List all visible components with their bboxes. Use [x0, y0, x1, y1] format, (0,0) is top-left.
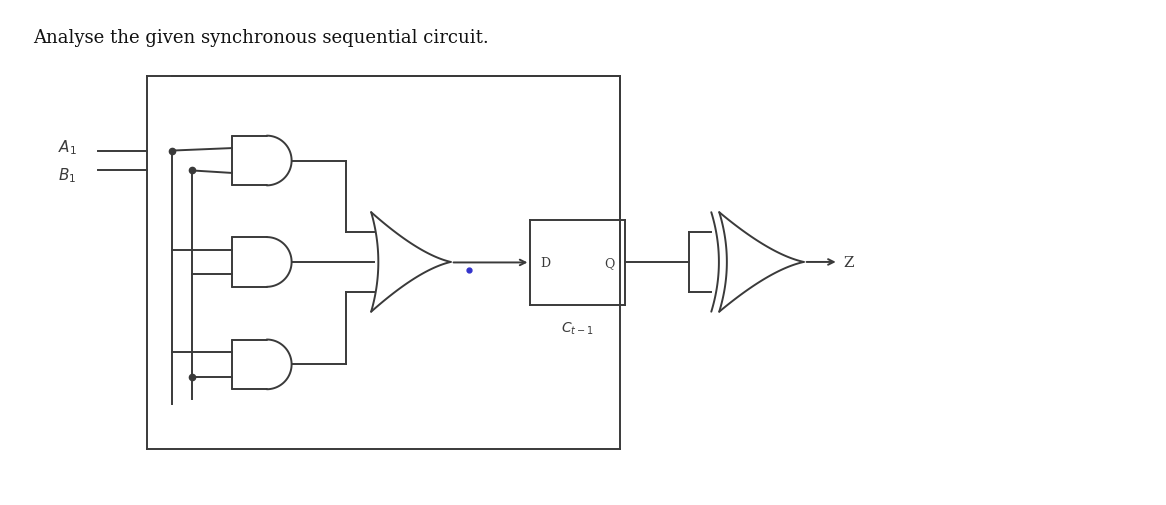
Text: Q: Q	[604, 257, 614, 269]
Text: Analyse the given synchronous sequential circuit.: Analyse the given synchronous sequential…	[33, 29, 489, 47]
Text: Z: Z	[843, 256, 854, 269]
Text: $A_1$: $A_1$	[58, 138, 77, 157]
Text: $B_1$: $B_1$	[58, 166, 76, 184]
Text: D: D	[540, 257, 550, 269]
Text: $C_{t-1}$: $C_{t-1}$	[561, 320, 593, 336]
